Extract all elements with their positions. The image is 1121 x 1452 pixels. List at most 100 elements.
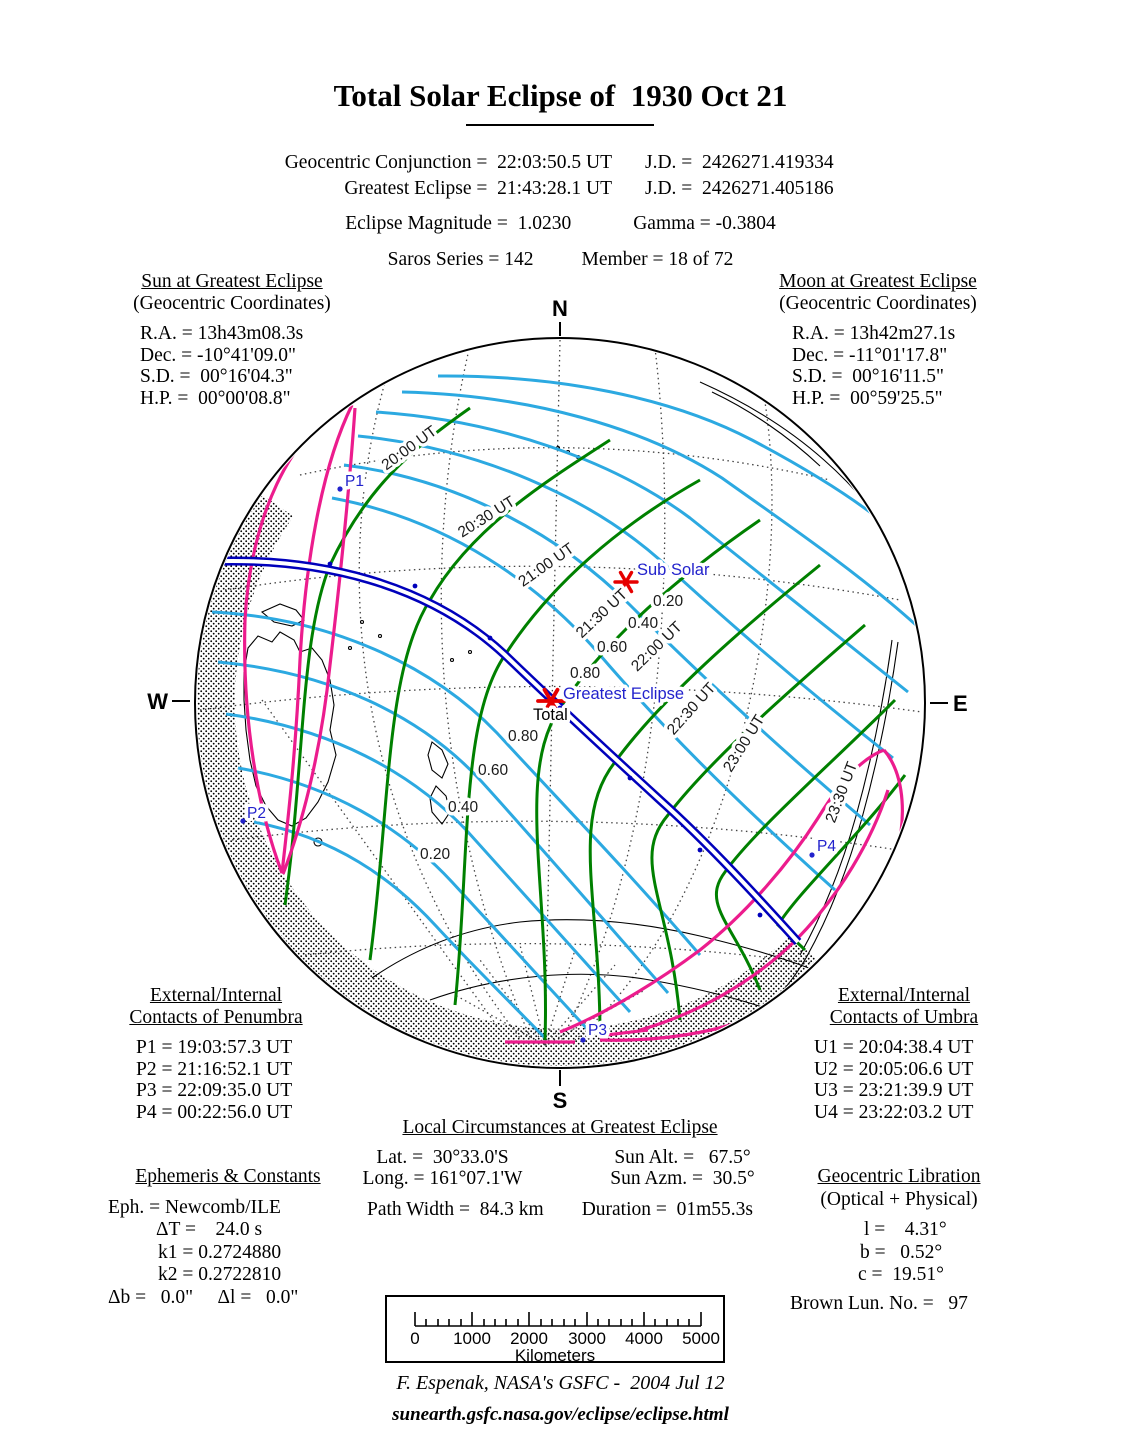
umbral-path: [197, 556, 802, 946]
local-heading: Local Circumstances at Greatest Eclipse: [402, 1117, 718, 1138]
libration-heading: Geocentric Libration: [817, 1166, 981, 1187]
sun-coordinates-block: Sun at Greatest Eclipse (Geocentric Coor…: [118, 271, 346, 409]
gamma: Gamma = -0.3804: [633, 213, 776, 234]
compass-north-label: N: [552, 296, 568, 321]
p3-label: P3: [588, 1022, 607, 1039]
penumbra-contacts-block: External/Internal Contacts of Penumbra P…: [110, 985, 322, 1123]
sun-block-heading: Sun at Greatest Eclipse: [141, 271, 323, 292]
penumbra-p2: P2 = 21:16:52.1 UT: [136, 1058, 293, 1080]
credit-line: F. Espenak, NASA's GSFC - 2004 Jul 12: [396, 1372, 725, 1394]
greatest-eclipse-time: Greatest Eclipse = 21:43:28.1 UT: [344, 178, 612, 199]
local-path-width: Path Width = 84.3 km: [366, 1198, 544, 1220]
scale-tick-2000: 2000: [510, 1329, 548, 1348]
moon-sd: S.D. = 00°16'11.5": [792, 366, 944, 387]
umbra-u3: U3 = 23:21:39.9 UT: [814, 1080, 974, 1101]
sun-hp: H.P. = 00°00'08.8": [140, 387, 291, 409]
scale-bar-ruler: [414, 1312, 702, 1327]
saros-series: Saros Series = 142: [387, 249, 534, 270]
mag-ne-040: 0.40: [628, 615, 659, 632]
local-sun-azimuth: Sun Azm. = 30.5°: [610, 1168, 755, 1189]
local-duration: Duration = 01m55.3s: [581, 1198, 754, 1220]
greatest-eclipse-label: Greatest Eclipse: [563, 685, 684, 703]
mag-sw-040: 0.40: [448, 799, 479, 816]
libration-block: Geocentric Libration (Optical + Physical…: [790, 1166, 1002, 1315]
compass-ticks: [172, 322, 948, 1086]
p4-label: P4: [817, 838, 836, 855]
sunrise-sunset-stipple-band: [197, 493, 820, 1066]
local-circumstances-block: Local Circumstances at Greatest Eclipse …: [330, 1117, 790, 1220]
moon-hp: H.P. = 00°59'25.5": [792, 387, 943, 409]
page-title: Total Solar Eclipse of 1930 Oct 21: [333, 78, 788, 113]
umbra-u4: U4 = 23:22:03.2 UT: [814, 1101, 974, 1123]
p1-label: P1: [345, 473, 364, 490]
conjunction-jd: J.D. = 2426271.419334: [645, 152, 834, 173]
moon-ra: R.A. = 13h42m27.1s: [792, 323, 956, 344]
moon-dec: Dec. = -11°01'17.8": [792, 344, 948, 366]
penumbra-p3: P3 = 22:09:35.0 UT: [136, 1080, 293, 1101]
sub-solar-label: Sub Solar: [637, 561, 710, 579]
mag-sw-060: 0.60: [478, 762, 509, 779]
p2-label: P2: [247, 805, 266, 822]
contact-point-dots: [240, 486, 815, 1043]
umbra-u1: U1 = 20:04:38.4 UT: [814, 1037, 974, 1058]
mag-sw-080: 0.80: [508, 728, 539, 745]
mag-ne-020: 0.20: [653, 593, 684, 610]
libration-l: l = 4.31°: [864, 1219, 947, 1240]
magnitude-labels-northeast: 0.20 0.40 0.60 0.80: [567, 590, 688, 686]
scale-tick-3000: 3000: [568, 1329, 606, 1348]
ephemeris-delta-t: ΔT = 24.0 s: [156, 1219, 263, 1240]
magnitude-labels-southwest: 0.80 0.60 0.40 0.20: [417, 725, 543, 867]
mag-sw-020: 0.20: [420, 846, 451, 863]
ephemeris-source: Eph. = Newcomb/ILE: [108, 1196, 281, 1218]
website-url: sunearth.gsfc.nasa.gov/eclipse/eclipse.h…: [392, 1404, 729, 1425]
ephemeris-k1: k1 = 0.2724880: [158, 1241, 282, 1263]
libration-b: b = 0.52°: [860, 1241, 943, 1263]
sub-solar-marker-icon: [613, 570, 639, 594]
penumbra-heading-1: External/Internal: [149, 985, 283, 1006]
saros-member: Member = 18 of 72: [581, 249, 734, 270]
compass-west-label: W: [147, 689, 168, 714]
sun-block-subheading: (Geocentric Coordinates): [133, 292, 331, 314]
moon-coordinates-block: Moon at Greatest Eclipse (Geocentric Coo…: [762, 271, 994, 409]
ephemeris-heading: Ephemeris & Constants: [135, 1166, 321, 1187]
scale-tick-0: 0: [410, 1329, 420, 1348]
ephemeris-k2: k2 = 0.2722810: [158, 1264, 282, 1285]
mag-ne-080: 0.80: [570, 665, 601, 682]
libration-subheading: (Optical + Physical): [820, 1188, 978, 1210]
greatest-eclipse-jd: J.D. = 2426271.405186: [645, 178, 834, 199]
local-latitude: Lat. = 30°33.0'S: [376, 1146, 509, 1168]
umbra-u2: U2 = 20:05:06.6 UT: [814, 1058, 974, 1080]
globe-limb: [194, 337, 926, 1069]
sun-dec: Dec. = -10°41'09.0": [140, 344, 296, 366]
ephemeris-delta-b-l: Δb = 0.0" Δl = 0.0": [108, 1286, 299, 1308]
umbra-contacts-block: External/Internal Contacts of Umbra U1 =…: [806, 985, 1002, 1123]
title-rule: [466, 124, 654, 126]
conjunction-table: Geocentric Conjunction = 22:03:50.5 UT J…: [240, 150, 895, 202]
ephemeris-block: Ephemeris & Constants Eph. = Newcomb/ILE…: [108, 1166, 348, 1309]
total-path-label: Total: [533, 706, 568, 724]
scale-tick-1000: 1000: [453, 1329, 491, 1348]
penumbra-heading-2: Contacts of Penumbra: [129, 1006, 303, 1028]
umbra-heading-2: Contacts of Umbra: [829, 1006, 979, 1028]
penumbra-p1: P1 = 19:03:57.3 UT: [136, 1037, 293, 1058]
eclipse-magnitude: Eclipse Magnitude = 1.0230: [345, 213, 572, 234]
mag-ne-060: 0.60: [597, 639, 628, 656]
sun-ra: R.A. = 13h43m08.3s: [140, 323, 304, 344]
umbra-heading-1: External/Internal: [837, 985, 971, 1006]
local-longitude: Long. = 161°07.1'W: [362, 1168, 523, 1189]
libration-c: c = 19.51°: [858, 1264, 944, 1285]
saros-member-row: Saros Series = 142 Member = 18 of 72: [0, 249, 1121, 271]
compass-south-label: S: [553, 1088, 568, 1113]
local-sun-altitude: Sun Alt. = 67.5°: [614, 1146, 751, 1168]
compass-east-label: E: [953, 691, 968, 716]
scale-tick-5000: 5000: [682, 1329, 720, 1348]
scale-tick-4000: 4000: [625, 1329, 663, 1348]
conjunction-time: Geocentric Conjunction = 22:03:50.5 UT: [284, 152, 612, 173]
moon-block-heading: Moon at Greatest Eclipse: [779, 271, 977, 292]
sun-sd: S.D. = 00°16'04.3": [140, 366, 293, 387]
scale-unit-label: Kilometers: [514, 1346, 596, 1365]
moon-block-subheading: (Geocentric Coordinates): [779, 292, 977, 314]
penumbra-p4: P4 = 00:22:56.0 UT: [136, 1101, 293, 1123]
greatest-eclipse-marker-icon: [536, 687, 566, 715]
